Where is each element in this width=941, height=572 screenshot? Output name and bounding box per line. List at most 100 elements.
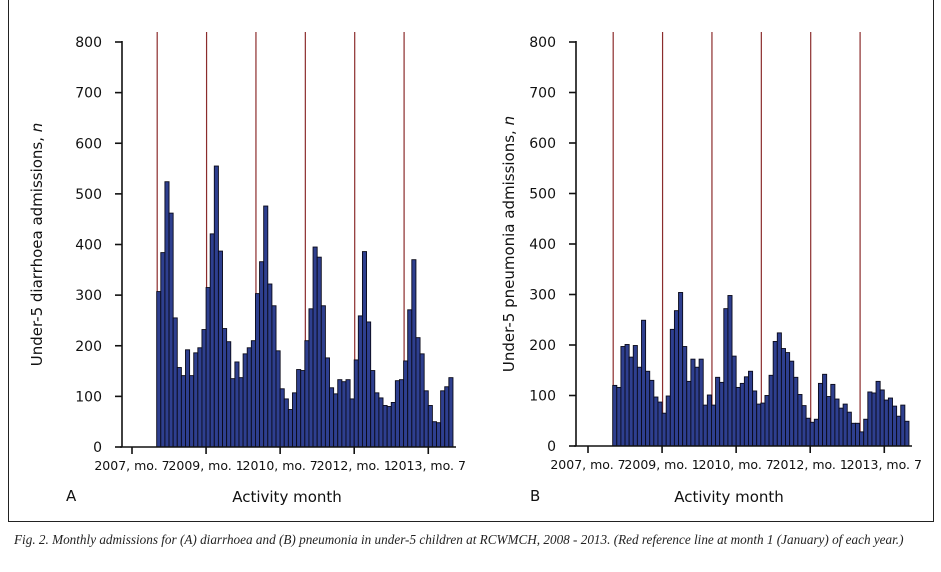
- chart-panel-b: 0 100 200 300 400 500 600 700 800 2007, mo. 72009…: [500, 32, 922, 506]
- x-axis-title: Activity month: [674, 488, 784, 506]
- bar: [702, 404, 708, 447]
- bar: [776, 332, 782, 447]
- bar: [682, 346, 688, 447]
- x-tick-label: 2013, mo. 7: [847, 457, 922, 472]
- bar: [883, 399, 889, 447]
- x-axis-title: Activity month: [232, 488, 342, 506]
- bar: [809, 421, 815, 447]
- bar: [436, 422, 442, 448]
- bar: [263, 205, 269, 448]
- bar: [830, 383, 836, 447]
- bar: [300, 370, 306, 448]
- y-tick-label: 400: [75, 238, 102, 254]
- x-tick-label: 2010, mo. 7: [699, 457, 774, 472]
- bar: [859, 431, 865, 447]
- x-tick-label: 2007, mo. 7: [550, 457, 625, 472]
- bar: [686, 380, 692, 447]
- bar: [176, 367, 182, 448]
- bar: [320, 305, 326, 448]
- bar: [246, 347, 252, 448]
- panel-label: A: [66, 487, 77, 505]
- bar: [612, 384, 618, 447]
- bar: [711, 404, 717, 447]
- bar: [271, 305, 277, 448]
- bar: [739, 382, 745, 447]
- bar: [817, 382, 824, 447]
- bar: [415, 337, 421, 448]
- bar: [217, 250, 223, 448]
- bar: [748, 370, 754, 447]
- bar: [250, 340, 256, 448]
- bar: [205, 287, 211, 448]
- x-tick-label: 2013, mo. 7: [391, 458, 466, 473]
- bar: [863, 418, 869, 447]
- bar: [386, 406, 392, 448]
- panel-label: B: [530, 487, 540, 505]
- y-tick-label: 700: [529, 86, 556, 102]
- bar: [407, 309, 413, 448]
- y-tick-label: 200: [529, 338, 556, 354]
- bar: [382, 405, 388, 448]
- bar: [834, 398, 840, 447]
- bar: [378, 397, 384, 448]
- bar: [353, 359, 359, 448]
- x-tick-label: 2009, mo. 1: [168, 458, 243, 473]
- bar: [312, 246, 318, 448]
- bar: [735, 386, 741, 447]
- x-tick-label: 2010, mo. 7: [243, 458, 318, 473]
- bar: [201, 329, 207, 448]
- y-axis-title-unit: n: [500, 116, 518, 126]
- bar: [337, 379, 343, 448]
- bar: [632, 345, 638, 447]
- bar: [661, 412, 667, 447]
- bar: [292, 392, 298, 448]
- bar: [780, 348, 786, 447]
- bar: [419, 353, 425, 448]
- bar: [887, 397, 893, 447]
- bar: [813, 418, 819, 447]
- bar: [690, 358, 696, 447]
- bar: [764, 395, 770, 447]
- bar: [760, 402, 766, 447]
- bar: [645, 370, 651, 447]
- bar: [723, 308, 729, 447]
- bar: [838, 407, 844, 447]
- bar: [620, 346, 626, 447]
- bar: [673, 310, 679, 447]
- bar: [304, 340, 310, 448]
- bar: [341, 381, 347, 448]
- bar: [900, 404, 906, 447]
- bar: [867, 391, 873, 447]
- bar: [719, 381, 725, 447]
- bar: [743, 376, 749, 447]
- bar: [213, 165, 219, 448]
- y-axis-title-text: Under-5 diarrhoea admissions,: [28, 132, 46, 366]
- bar: [185, 349, 191, 448]
- bar: [209, 233, 215, 448]
- y-tick-label: 600: [529, 136, 556, 152]
- bar: [345, 379, 351, 448]
- bar: [296, 369, 302, 448]
- y-tick-label: 200: [75, 339, 102, 355]
- y-axis-title: Under-5 diarrhoea admissions, n: [28, 123, 46, 367]
- y-tick-label: 300: [75, 288, 102, 304]
- bar: [785, 352, 791, 447]
- bar: [156, 291, 162, 448]
- x-tick-label: 2007, mo. 7: [94, 458, 169, 473]
- y-tick-label: 800: [75, 35, 102, 51]
- y-tick-label: 700: [75, 86, 102, 102]
- y-tick-label: 0: [93, 440, 102, 456]
- bar: [197, 347, 203, 448]
- bar: [616, 386, 622, 447]
- bar: [403, 360, 409, 448]
- y-tick-label: 400: [529, 237, 556, 253]
- bar: [801, 405, 807, 447]
- bar: [789, 360, 795, 447]
- y-tick-label: 800: [529, 35, 556, 51]
- bar: [399, 379, 405, 448]
- bar: [752, 390, 758, 447]
- bar: [875, 380, 881, 447]
- bar: [287, 409, 293, 448]
- bar: [772, 341, 778, 447]
